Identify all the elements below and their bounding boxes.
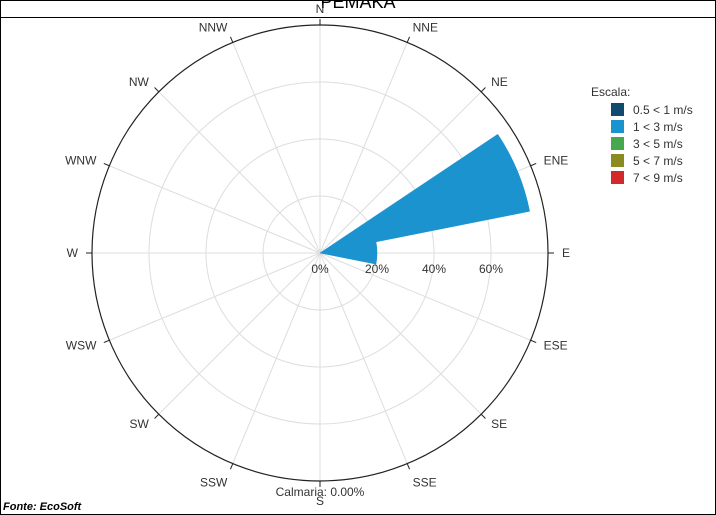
legend-label: 3 < 5 m/s — [633, 136, 683, 151]
direction-label-wnw: WNW — [65, 153, 97, 167]
calm-label: Calmaria: 0.00% — [276, 485, 365, 499]
ring-label-20: 20% — [365, 262, 389, 276]
spoke-nne — [319, 42, 408, 254]
wind-petals — [319, 133, 530, 265]
legend-item: 7 < 9 m/s — [611, 169, 693, 186]
source-caption: Fonte: EcoSoft — [3, 501, 82, 513]
spoke-ese — [319, 252, 531, 341]
legend-label: 7 < 9 m/s — [633, 170, 683, 185]
spoke-wnw — [109, 165, 321, 254]
spoke-wsw — [109, 252, 321, 341]
direction-label-wsw: WSW — [66, 339, 97, 353]
direction-label-ene: ENE — [544, 153, 569, 167]
spoke-se — [319, 252, 482, 415]
tick-nne — [406, 36, 411, 43]
ring-labels: 0% 20% 40% 60% — [311, 262, 503, 276]
tick-wsw — [103, 339, 110, 344]
spoke-nw — [158, 91, 321, 254]
tick-ene — [530, 162, 537, 167]
legend-items: 0.5 < 1 m/s 1 < 3 m/s 3 < 5 m/s 5 < 7 m/s 7 … — [591, 101, 693, 186]
legend-swatch — [611, 103, 624, 116]
spoke-nnw — [232, 42, 321, 254]
direction-label-e: E — [562, 246, 570, 260]
direction-label-n: N — [316, 2, 325, 16]
title-rule — [1, 17, 715, 18]
legend-title: Escala: — [591, 85, 631, 99]
direction-label-ne: NE — [491, 75, 508, 89]
tick-ne — [480, 87, 486, 93]
spoke-ssw — [232, 252, 321, 464]
legend-swatch — [611, 154, 624, 167]
tick-se — [480, 413, 486, 419]
legend-item: 5 < 7 m/s — [611, 152, 693, 169]
legend-item: 1 < 3 m/s — [611, 118, 693, 135]
petal-ene — [319, 133, 530, 254]
petal-e — [319, 241, 378, 265]
legend: Escala: 0.5 < 1 m/s 1 < 3 m/s 3 < 5 m/s 5 <… — [591, 85, 693, 186]
direction-labels: N NNE NE ENE E ESE SE SSE S SSW SW WSW W WNW NW NNW — [65, 2, 570, 508]
direction-label-ssw: SSW — [200, 476, 228, 490]
legend-item: 3 < 5 m/s — [611, 135, 693, 152]
direction-label-w: W — [67, 246, 79, 260]
tick-wnw — [103, 162, 110, 167]
chart-title: PEMAKA — [320, 0, 396, 12]
legend-label: 5 < 7 m/s — [633, 153, 683, 168]
tick-sw — [154, 413, 160, 419]
polar-grid — [86, 19, 554, 487]
spoke-sw — [158, 252, 321, 415]
ring-label-60: 60% — [479, 262, 503, 276]
direction-label-nne: NNE — [413, 20, 438, 34]
legend-label: 0.5 < 1 m/s — [633, 102, 693, 117]
legend-item: 0.5 < 1 m/s — [611, 101, 693, 118]
tick-ese — [530, 339, 537, 344]
ring-label-0: 0% — [311, 262, 329, 276]
tick-nnw — [229, 36, 234, 43]
direction-label-ese: ESE — [544, 339, 568, 353]
tick-ssw — [229, 463, 234, 470]
legend-swatch — [611, 171, 624, 184]
tick-sse — [406, 463, 411, 470]
direction-label-se: SE — [491, 417, 507, 431]
direction-label-nw: NW — [129, 75, 150, 89]
legend-swatch — [611, 120, 624, 133]
spoke-ne — [319, 91, 482, 254]
direction-label-nnw: NNW — [199, 20, 228, 34]
tick-nw — [154, 87, 160, 93]
legend-label: 1 < 3 m/s — [633, 119, 683, 134]
direction-label-sse: SSE — [413, 476, 437, 490]
ring-label-40: 40% — [422, 262, 446, 276]
direction-label-s: S — [316, 494, 324, 508]
legend-swatch — [611, 137, 624, 150]
direction-label-sw: SW — [130, 417, 150, 431]
spoke-sse — [319, 252, 408, 464]
